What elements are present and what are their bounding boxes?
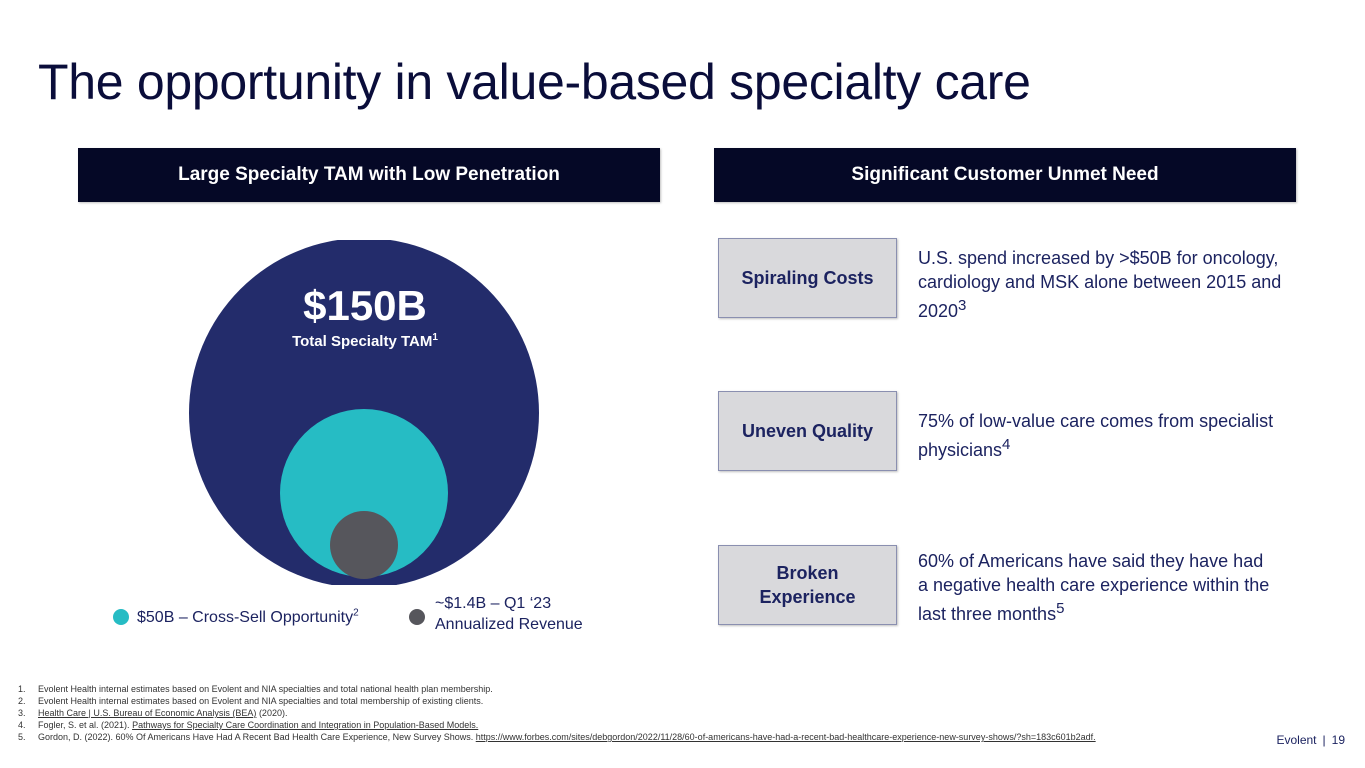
legend-cross-sell-text: $50B – Cross-Sell Opportunity <box>137 609 354 626</box>
footnotes: 1. Evolent Health internal estimates bas… <box>18 683 1138 743</box>
footnote-text: Evolent Health internal estimates based … <box>38 684 493 694</box>
legend-cross-sell-label: $50B – Cross-Sell Opportunity2 <box>137 607 359 628</box>
footnote-body: Gordon, D. (2022). 60% Of Americans Have… <box>38 731 1138 743</box>
legend-revenue-line2: Annualized Revenue <box>435 616 583 633</box>
nested-bubble-graphic <box>189 240 539 585</box>
need-box-spiraling-costs: Spiraling Costs <box>718 238 897 318</box>
footnote-link[interactable]: Pathways for Specialty Care Coordination… <box>132 720 479 730</box>
slide-footer: Evolent | 19 <box>1276 733 1345 747</box>
footnote-link[interactable]: https://www.forbes.com/sites/debgordon/2… <box>475 732 1096 742</box>
need-text-ref: 5 <box>1056 600 1065 617</box>
footnote-link[interactable]: Health Care | U.S. Bureau of Economic An… <box>38 708 257 718</box>
tam-label: Total Specialty TAM1 <box>240 332 490 352</box>
footnote-4: 4. Fogler, S. et al. (2021). Pathways fo… <box>18 719 1138 731</box>
need-text-body: U.S. spend increased by >$50B for oncolo… <box>918 248 1282 321</box>
slide-title: The opportunity in value-based specialty… <box>38 54 1031 110</box>
footnote-body: Health Care | U.S. Bureau of Economic An… <box>38 707 1138 719</box>
footnote-3: 3. Health Care | U.S. Bureau of Economic… <box>18 707 1138 719</box>
need-text-body: 75% of low-value care comes from special… <box>918 411 1274 460</box>
revenue-circle <box>330 511 398 579</box>
revenue-dot-icon <box>409 609 425 625</box>
cross-sell-dot-icon <box>113 609 129 625</box>
need-box-broken-experience: Broken Experience <box>718 545 897 625</box>
need-box-uneven-quality: Uneven Quality <box>718 391 897 471</box>
footnote-number: 3. <box>18 708 26 718</box>
footer-separator: | <box>1322 733 1326 747</box>
cross-sell-circle <box>280 409 448 577</box>
tam-label-text: Total Specialty TAM <box>292 333 433 350</box>
page-number: 19 <box>1331 733 1345 747</box>
tam-value: $150B <box>303 282 427 329</box>
footnote-text: (2020). <box>256 708 288 718</box>
legend-cross-sell-ref: 2 <box>353 607 359 619</box>
footnote-text: Gordon, D. (2022). 60% Of Americans Have… <box>38 732 476 742</box>
need-text-uneven-quality: 75% of low-value care comes from special… <box>918 409 1318 462</box>
need-text-ref: 4 <box>1002 436 1011 453</box>
footnote-number: 1. <box>18 684 26 694</box>
footnote-5: 5. Gordon, D. (2022). 60% Of Americans H… <box>18 731 1138 743</box>
tam-label-ref: 1 <box>432 332 438 343</box>
need-text-ref: 3 <box>958 297 967 314</box>
footnote-body: Fogler, S. et al. (2021). Pathways for S… <box>38 719 1138 731</box>
need-text-body: 60% of Americans have said they have had… <box>918 551 1270 624</box>
left-section-header: Large Specialty TAM with Low Penetration <box>78 148 660 202</box>
legend-revenue-line1: ~$1.4B – Q1 ‘23 <box>435 595 552 612</box>
footnote-2: 2. Evolent Health internal estimates bas… <box>18 695 1138 707</box>
footnote-text: Evolent Health internal estimates based … <box>38 696 484 706</box>
need-text-broken-experience: 60% of Americans have said they have had… <box>918 549 1278 626</box>
footnote-number: 4. <box>18 720 26 730</box>
legend-revenue-label: ~$1.4B – Q1 ‘23 Annualized Revenue <box>435 593 583 635</box>
footnote-number: 5. <box>18 732 26 742</box>
footer-brand: Evolent <box>1276 733 1317 747</box>
need-text-spiraling-costs: U.S. spend increased by >$50B for oncolo… <box>918 246 1318 323</box>
footnote-number: 2. <box>18 696 26 706</box>
right-section-header: Significant Customer Unmet Need <box>714 148 1296 202</box>
footnote-text: Fogler, S. et al. (2021). <box>38 720 133 730</box>
footnote-1: 1. Evolent Health internal estimates bas… <box>18 683 1138 695</box>
